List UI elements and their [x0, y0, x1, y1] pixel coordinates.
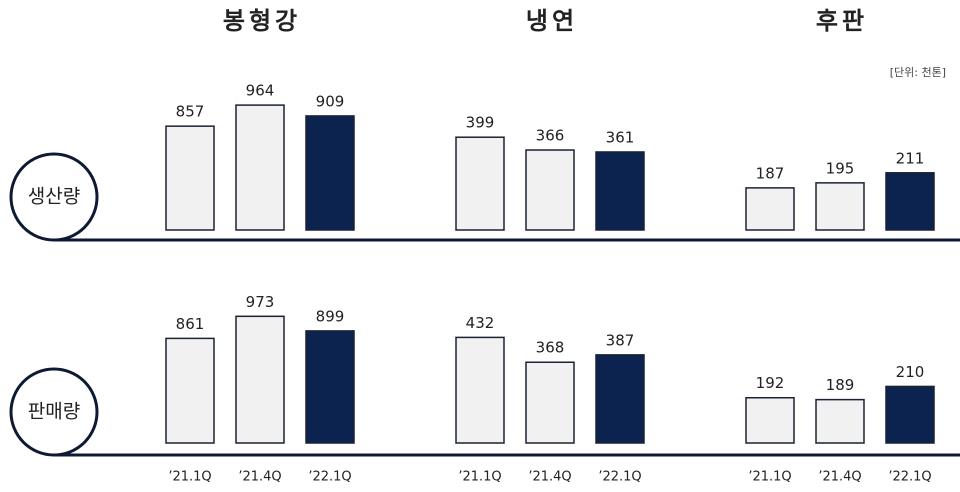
column-title: 봉형강 — [223, 7, 301, 35]
value-label: 210 — [896, 363, 925, 381]
bar — [885, 172, 935, 231]
bar — [235, 315, 285, 444]
value-label: 432 — [466, 314, 495, 332]
bar — [305, 115, 355, 231]
unit-label: [단위: 천톤] — [890, 65, 946, 79]
bar — [455, 336, 505, 444]
value-label: 361 — [606, 128, 635, 146]
value-label: 909 — [316, 92, 345, 110]
value-label: 192 — [756, 374, 785, 392]
bar — [455, 136, 505, 231]
bar — [235, 104, 285, 231]
value-label: 387 — [606, 331, 635, 349]
row-label: 판매량 — [28, 401, 80, 423]
bar — [885, 385, 935, 444]
bar — [595, 151, 645, 231]
bar — [815, 182, 865, 231]
column-title: 후판 — [816, 7, 868, 35]
bar — [305, 330, 355, 444]
value-label: 899 — [316, 307, 345, 325]
bar — [525, 149, 575, 231]
column-title: 냉연 — [526, 7, 578, 35]
bar — [165, 337, 215, 444]
value-label: 368 — [536, 339, 565, 357]
row-badge — [9, 152, 99, 242]
value-label: 189 — [826, 376, 855, 394]
x-tick-label: ’21.1Q — [458, 470, 501, 485]
row-badge — [9, 367, 99, 457]
value-label: 366 — [536, 127, 565, 145]
value-label: 399 — [466, 114, 495, 132]
value-label: 861 — [176, 315, 205, 333]
bar — [815, 398, 865, 444]
x-tick-label: ’21.1Q — [748, 470, 791, 485]
bar — [165, 125, 215, 231]
value-label: 195 — [826, 159, 855, 177]
value-label: 964 — [246, 82, 275, 100]
bar — [745, 396, 795, 444]
x-tick-label: ’21.4Q — [528, 470, 571, 485]
value-label: 187 — [756, 164, 785, 182]
value-label: 857 — [176, 103, 205, 121]
x-tick-label: ’22.1Q — [308, 470, 351, 485]
x-tick-label: ’21.4Q — [238, 470, 281, 485]
x-tick-label: ’22.1Q — [598, 470, 641, 485]
bar — [595, 354, 645, 444]
value-label: 211 — [896, 149, 925, 167]
x-tick-label: ’22.1Q — [888, 470, 931, 485]
row-label: 생산량 — [28, 186, 80, 208]
x-tick-label: ’21.4Q — [818, 470, 861, 485]
bar — [745, 187, 795, 231]
x-tick-label: ’21.1Q — [168, 470, 211, 485]
bar — [525, 361, 575, 444]
value-label: 973 — [246, 293, 275, 311]
